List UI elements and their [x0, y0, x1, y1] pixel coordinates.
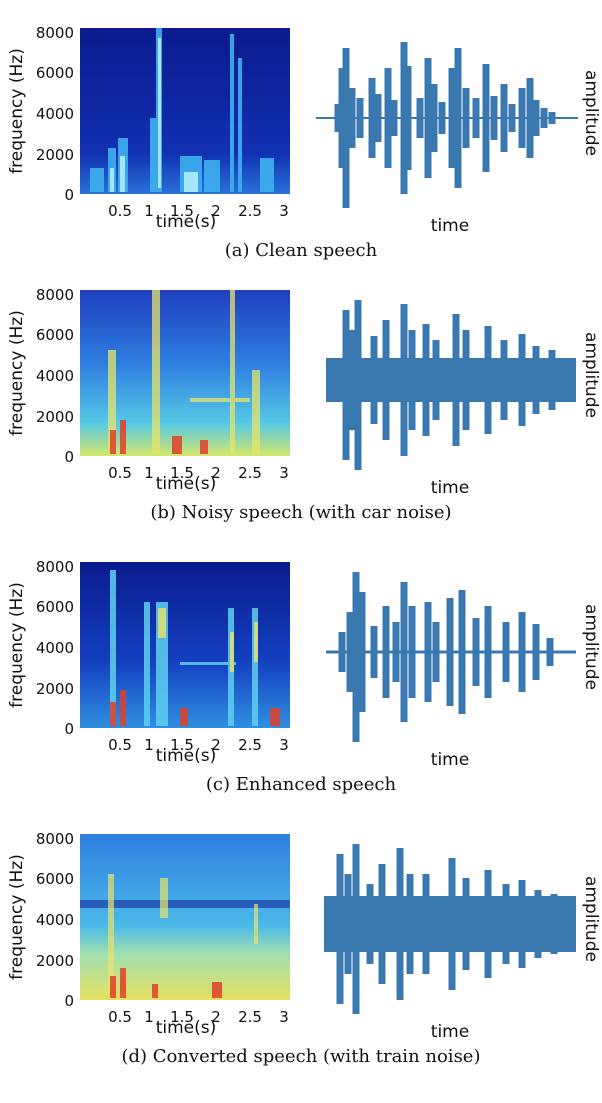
- y-tick-6000: 6000: [35, 326, 74, 344]
- y-tick-0: 0: [64, 448, 74, 466]
- panel-caption: (b) Noisy speech (with car noise): [150, 502, 452, 523]
- x-tick-2.5: 2.5: [238, 1008, 262, 1026]
- y-tick-8000: 8000: [35, 286, 74, 304]
- waveform-graphic: [324, 844, 576, 1014]
- spectrogram-y-axis-label: frequency (Hz): [7, 582, 27, 708]
- spectrogram: [80, 290, 290, 456]
- y-tick-8000: 8000: [35, 24, 74, 42]
- spectrogram-graphic: [80, 834, 290, 1000]
- waveform-x-axis-label: time: [430, 1022, 470, 1042]
- x-tick-3: 3: [279, 464, 289, 482]
- x-tick-1: 1: [144, 1008, 154, 1026]
- spectrogram-x-axis-label: time(s): [155, 474, 217, 494]
- y-tick-8000: 8000: [35, 830, 74, 848]
- spectrogram-y-axis-label: frequency (Hz): [7, 48, 27, 174]
- panel-caption: (d) Converted speech (with train noise): [121, 1046, 481, 1067]
- x-tick-0.5: 0.5: [108, 1008, 132, 1026]
- x-tick-1.5: 1.5: [170, 202, 194, 220]
- x-tick-2: 2: [211, 1008, 221, 1026]
- spectrogram: [80, 28, 290, 194]
- waveform: [316, 834, 578, 1014]
- panel-caption: (a) Clean speech: [224, 240, 378, 261]
- waveform-x-axis-label: time: [430, 750, 470, 770]
- x-tick-2.5: 2.5: [238, 202, 262, 220]
- x-tick-1.5: 1.5: [170, 464, 194, 482]
- x-tick-0.5: 0.5: [108, 202, 132, 220]
- y-tick-8000: 8000: [35, 558, 74, 576]
- spectrogram: [80, 562, 290, 728]
- waveform-graphic: [316, 42, 578, 208]
- waveform-y-axis-label: amplitude: [581, 332, 601, 418]
- y-tick-2000: 2000: [35, 146, 74, 164]
- spectrogram-x-axis-label: time(s): [155, 1018, 217, 1038]
- y-tick-4000: 4000: [35, 639, 74, 657]
- y-tick-2000: 2000: [35, 680, 74, 698]
- spectrogram-x-axis-label: time(s): [155, 212, 217, 232]
- waveform: [316, 28, 578, 208]
- waveform-y-axis-label: amplitude: [581, 70, 601, 156]
- x-tick-2: 2: [211, 464, 221, 482]
- y-tick-6000: 6000: [35, 870, 74, 888]
- waveform-graphic: [326, 572, 576, 742]
- spectrogram-y-axis-label: frequency (Hz): [7, 854, 27, 980]
- y-tick-6000: 6000: [35, 598, 74, 616]
- spectrogram-graphic: [80, 28, 290, 194]
- y-tick-4000: 4000: [35, 911, 74, 929]
- y-tick-6000: 6000: [35, 64, 74, 82]
- x-tick-0.5: 0.5: [108, 464, 132, 482]
- x-tick-2: 2: [211, 736, 221, 754]
- panel-caption: (c) Enhanced speech: [205, 774, 397, 795]
- y-tick-0: 0: [64, 992, 74, 1010]
- spectrogram-x-axis-label: time(s): [155, 746, 217, 766]
- x-tick-1: 1: [144, 736, 154, 754]
- waveform: [316, 290, 578, 470]
- waveform: [316, 562, 578, 742]
- figure-panel-d: frequency (Hz) 8000 6000 4000 2000 0 0.5: [0, 830, 602, 1103]
- y-tick-4000: 4000: [35, 367, 74, 385]
- x-tick-2: 2: [211, 202, 221, 220]
- y-tick-4000: 4000: [35, 105, 74, 123]
- waveform-graphic: [326, 300, 576, 470]
- y-tick-0: 0: [64, 720, 74, 738]
- x-tick-0.5: 0.5: [108, 736, 132, 754]
- x-tick-2.5: 2.5: [238, 464, 262, 482]
- y-tick-0: 0: [64, 186, 74, 204]
- x-tick-1.5: 1.5: [170, 1008, 194, 1026]
- waveform-x-axis-label: time: [430, 216, 470, 236]
- figure-panel-a: frequency (Hz) 8000 6000 4000 2000 0: [0, 24, 602, 297]
- spectrogram: [80, 834, 290, 1000]
- x-tick-1: 1: [144, 202, 154, 220]
- x-tick-1: 1: [144, 464, 154, 482]
- waveform-y-axis-label: amplitude: [581, 876, 601, 962]
- x-tick-3: 3: [279, 736, 289, 754]
- spectrogram-graphic: [80, 562, 290, 728]
- waveform-x-axis-label: time: [430, 478, 470, 498]
- waveform-y-axis-label: amplitude: [581, 604, 601, 690]
- figure-panel-b: frequency (Hz) 8000 6000 4000 2000 0 0: [0, 286, 602, 559]
- x-tick-3: 3: [279, 202, 289, 220]
- x-tick-3: 3: [279, 1008, 289, 1026]
- spectrogram-graphic: [80, 290, 290, 456]
- x-tick-2.5: 2.5: [238, 736, 262, 754]
- x-tick-1.5: 1.5: [170, 736, 194, 754]
- y-tick-2000: 2000: [35, 408, 74, 426]
- figure-panel-c: frequency (Hz) 8000 6000 4000 2000 0: [0, 558, 602, 831]
- y-tick-2000: 2000: [35, 952, 74, 970]
- spectrogram-y-axis-label: frequency (Hz): [7, 310, 27, 436]
